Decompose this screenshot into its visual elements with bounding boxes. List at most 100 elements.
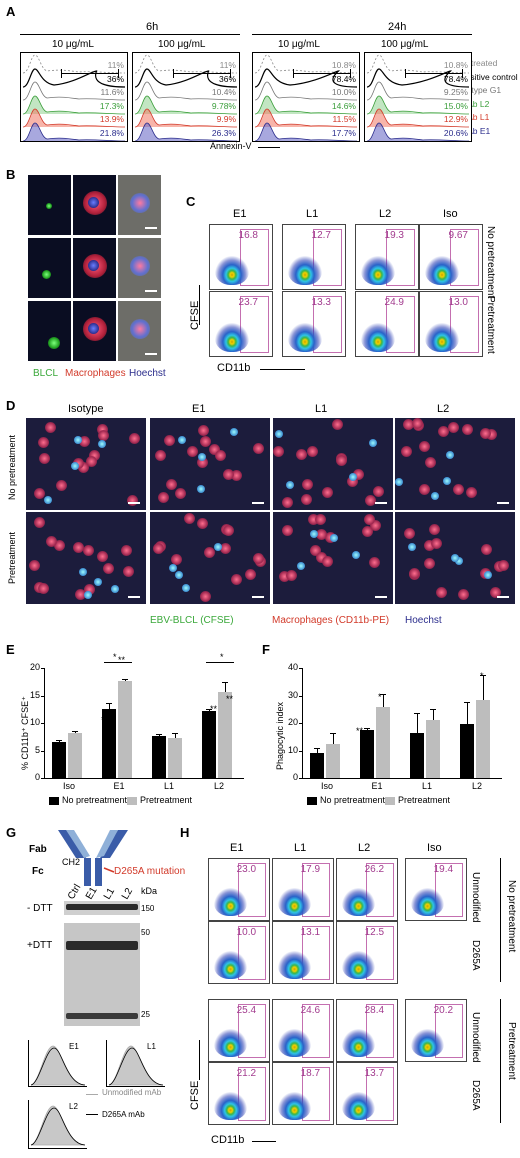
macrophage-cell [34,517,45,528]
macrophage-cell [466,487,477,498]
macrophage-cell [197,457,208,468]
micrograph [26,512,146,604]
flow-plot: 10.0 [208,921,270,984]
legend-label: Pretreatment [140,795,193,805]
macrophage-cell [401,446,412,457]
macrophage-cell [223,525,234,536]
micrograph [118,238,161,298]
macrophage-cell [198,425,209,436]
macrophage-cell [431,538,442,549]
flow-plot: 13.7 [336,1062,398,1125]
macrophage-cell [127,495,138,506]
histogram-panel: 10.8% 78.4% 10.0% 14.6% 11.5% 17.7% [252,52,360,142]
gate-percent: 13.1 [300,926,321,938]
density-cloud [277,951,311,980]
marker-50: 50 [141,928,150,937]
percent-label: 26.3% [211,127,236,138]
significance-marker: * [480,671,484,681]
y-tick-label: 10 [287,744,298,755]
antibody-diagram [58,830,128,886]
macrophage-cell [39,453,50,464]
gel-plus-dtt [64,923,140,1026]
blcl-cell [178,436,186,444]
density-cloud [341,951,375,980]
legend-label: No pretreatment [62,795,128,805]
legend-swatch [307,797,317,805]
micrograph [28,301,71,361]
macrophage-cell [103,563,114,574]
gate-percent: 25.4 [236,1004,257,1016]
macrophage-cell [419,484,430,495]
column-label: L1 [306,208,319,220]
micrograph [73,238,116,298]
arrow-line [258,147,280,148]
flow-plot: 12.7 [282,224,346,290]
legend-line-d265a [86,1114,98,1115]
histogram-label: L2 [69,1102,78,1111]
blcl-cell [455,557,463,565]
y-tick-label: 20 [287,717,298,727]
macrophage-cell [403,419,414,430]
percent-label: 14.6% [331,100,356,111]
macrophage-cell [38,437,49,448]
blcl-cell [395,478,403,486]
macrophage-cell [458,589,469,600]
error-bar [417,713,418,733]
x-tick-label: L1 [163,781,174,791]
histogram-trace [366,122,470,141]
macrophage-cell [175,488,186,499]
legend-unmodified: Unmodified mAb [102,1088,162,1097]
gate-percent: 9.67 [448,230,468,242]
significance-marker: ** [101,715,109,725]
error-cap [72,730,78,732]
conc-label: 10 μg/mL [278,39,320,50]
macrophage-cell [215,450,226,461]
histogram-trace [30,1105,86,1146]
significance-marker: ** [118,655,126,665]
legend-label: No pretreatment [320,795,386,805]
macrophage-cell [121,545,132,556]
x-axis-label-cd11b-h: CD11b [211,1134,245,1146]
gate-percent: 21.2 [236,1067,257,1079]
histogram-trace [254,122,358,141]
macrophage-cell [253,443,264,454]
legend-blcl: BLCL [33,368,59,379]
legend-hoechst-d: Hoechst [405,615,442,626]
macrophage-cell [200,436,211,447]
micrograph [73,301,116,361]
gate-bar [61,73,119,74]
flow-plot: 24.6 [272,999,334,1062]
gate-percent: 13.3 [311,297,331,309]
macrophage-cell [56,480,67,491]
macrophage-cell [187,446,198,457]
flow-plot: 23.0 [208,858,270,921]
column-label: L1 [294,842,307,854]
x-tick-label: L2 [213,781,224,791]
percent-label: 20.6% [443,127,468,138]
density-cloud [341,888,375,917]
percent-label: 17.7% [331,127,356,138]
macrophage-cell [197,518,208,529]
histogram-trace [30,1045,86,1086]
flow-plot: 21.2 [208,1062,270,1125]
row-label: No pretreatment [485,226,496,299]
gate-percent: 19.3 [384,230,404,242]
histogram-trace [134,81,238,101]
macrophage-cell [462,424,473,435]
y-axis-label: Phagocytic index [275,701,285,770]
macrophage-cell [353,469,364,480]
gate-percent: 20.2 [433,1004,454,1016]
fab-arm-right-light [96,830,118,858]
x-axis [44,778,244,779]
subrow-label: Unmodified [470,1012,481,1063]
blcl-cell [214,543,222,551]
percent-label: 11.5% [332,114,356,124]
macrophage-cell [486,429,497,440]
macrophage-cell [54,540,65,551]
gate-tick [462,69,463,78]
density-cloud [360,322,396,353]
column-label: L1 [315,403,328,415]
percent-label: 15.0% [443,100,468,111]
blcl-cell [197,485,205,493]
histogram-trace [22,81,126,101]
